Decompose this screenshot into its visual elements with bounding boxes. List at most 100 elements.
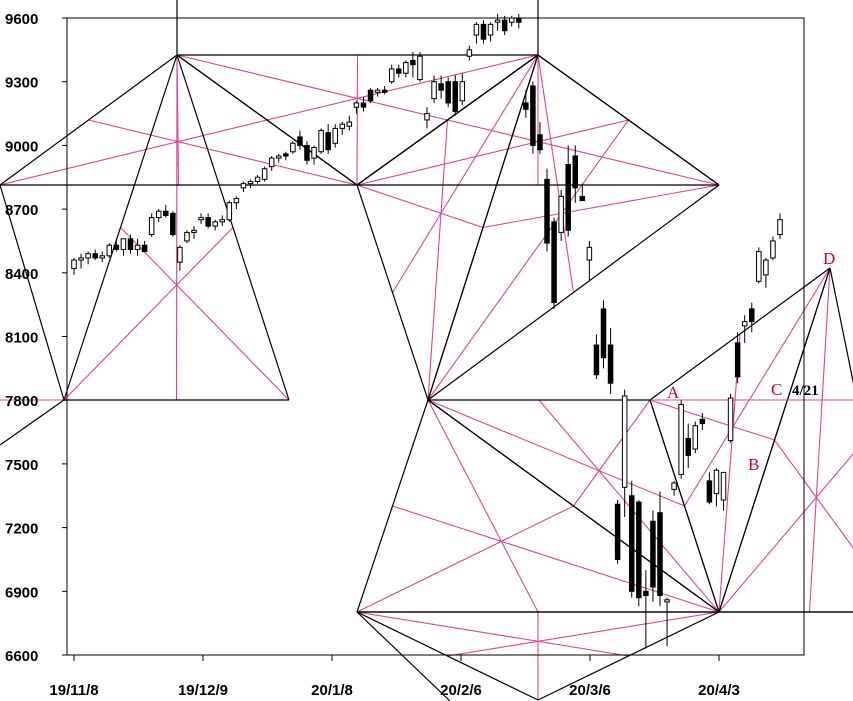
candle bbox=[163, 204, 169, 218]
star-line bbox=[482, 184, 720, 229]
triangle-edge bbox=[356, 611, 539, 701]
y-axis: 9600 9300 9000 8700 8400 8100 7800 7500 7200 6900… bbox=[5, 11, 67, 665]
candle-body bbox=[219, 219, 226, 223]
candle bbox=[283, 151, 289, 161]
candle bbox=[650, 510, 656, 602]
candle bbox=[607, 328, 614, 394]
candle-body bbox=[403, 62, 409, 74]
candle bbox=[551, 217, 557, 309]
triangle-edge bbox=[356, 184, 429, 401]
candle-body bbox=[367, 89, 374, 102]
candle-body bbox=[777, 219, 783, 236]
candle-body bbox=[607, 344, 614, 384]
triangle-edge bbox=[649, 399, 720, 613]
candle-body bbox=[494, 19, 501, 23]
candle-body bbox=[445, 81, 451, 104]
star-line bbox=[392, 54, 539, 293]
y-tick-label: 8400 bbox=[5, 266, 38, 283]
candle bbox=[233, 196, 240, 210]
candle-body bbox=[671, 482, 677, 490]
star-line bbox=[573, 399, 651, 507]
candle-body bbox=[558, 195, 564, 233]
candle-body bbox=[438, 83, 444, 91]
star-line bbox=[392, 505, 720, 613]
candle-body bbox=[473, 23, 480, 36]
candle-body bbox=[226, 202, 233, 221]
annotations: A B C 4/21 D bbox=[667, 249, 835, 474]
candle bbox=[127, 234, 134, 254]
candle-body bbox=[636, 501, 642, 599]
guide-line bbox=[0, 184, 65, 401]
star-line bbox=[175, 54, 178, 401]
candle-body bbox=[628, 495, 635, 592]
candle bbox=[318, 128, 324, 154]
candle-body bbox=[388, 68, 395, 83]
candle bbox=[678, 400, 684, 479]
annotation-date: 4/21 bbox=[792, 383, 819, 399]
x-tick-label: 20/2/6 bbox=[440, 682, 482, 699]
candle-body bbox=[360, 102, 367, 108]
triangle-edge bbox=[427, 399, 720, 613]
candle bbox=[459, 73, 466, 106]
star-line bbox=[356, 119, 629, 186]
candle bbox=[516, 13, 522, 29]
candle bbox=[184, 230, 190, 244]
candle bbox=[304, 141, 310, 165]
candle-body bbox=[537, 134, 543, 151]
candle-body bbox=[155, 210, 162, 219]
candle-body bbox=[692, 425, 699, 450]
candle bbox=[205, 213, 211, 229]
candle-body bbox=[92, 253, 98, 259]
y-tick-label: 7200 bbox=[5, 521, 38, 538]
guide-line bbox=[356, 611, 451, 701]
candle-body bbox=[85, 253, 91, 259]
y-tick-label: 7500 bbox=[5, 457, 38, 474]
candle-body bbox=[763, 259, 769, 276]
candle bbox=[727, 393, 734, 443]
candle bbox=[374, 88, 381, 97]
candle-body bbox=[706, 480, 713, 503]
candle-body bbox=[346, 121, 353, 127]
annotation-b: B bbox=[748, 455, 759, 474]
candle-body bbox=[339, 123, 346, 129]
candle-body bbox=[501, 19, 508, 32]
candle bbox=[396, 64, 402, 78]
candle bbox=[198, 213, 204, 224]
candle bbox=[720, 471, 727, 511]
candle bbox=[141, 240, 148, 253]
star-line bbox=[808, 267, 831, 613]
star-line bbox=[356, 505, 574, 613]
star-line bbox=[120, 227, 290, 401]
candle bbox=[763, 257, 769, 288]
candle bbox=[558, 189, 564, 241]
candle-body bbox=[544, 178, 550, 244]
candle bbox=[403, 60, 409, 78]
candle bbox=[297, 130, 303, 150]
candle-body bbox=[120, 238, 127, 250]
candle-body bbox=[551, 221, 557, 304]
candle bbox=[756, 247, 762, 284]
y-tick-label: 7800 bbox=[5, 393, 38, 410]
candle bbox=[487, 22, 494, 42]
triangle-edge bbox=[356, 54, 539, 186]
candle-body bbox=[466, 49, 473, 57]
candle bbox=[572, 145, 579, 203]
candle bbox=[508, 15, 515, 27]
candle-body bbox=[600, 308, 607, 359]
candle bbox=[473, 22, 480, 44]
candle bbox=[191, 226, 197, 239]
candle bbox=[353, 100, 360, 114]
candle bbox=[636, 499, 642, 607]
star-line bbox=[718, 453, 853, 613]
candle bbox=[177, 245, 183, 271]
candle-body bbox=[304, 144, 310, 161]
star-line bbox=[356, 611, 629, 657]
candle-body bbox=[212, 221, 218, 227]
candle bbox=[523, 90, 529, 118]
star-line bbox=[63, 227, 234, 401]
candle-body bbox=[318, 130, 324, 153]
candle bbox=[579, 183, 586, 202]
star-line bbox=[684, 267, 831, 507]
candle bbox=[367, 88, 374, 103]
